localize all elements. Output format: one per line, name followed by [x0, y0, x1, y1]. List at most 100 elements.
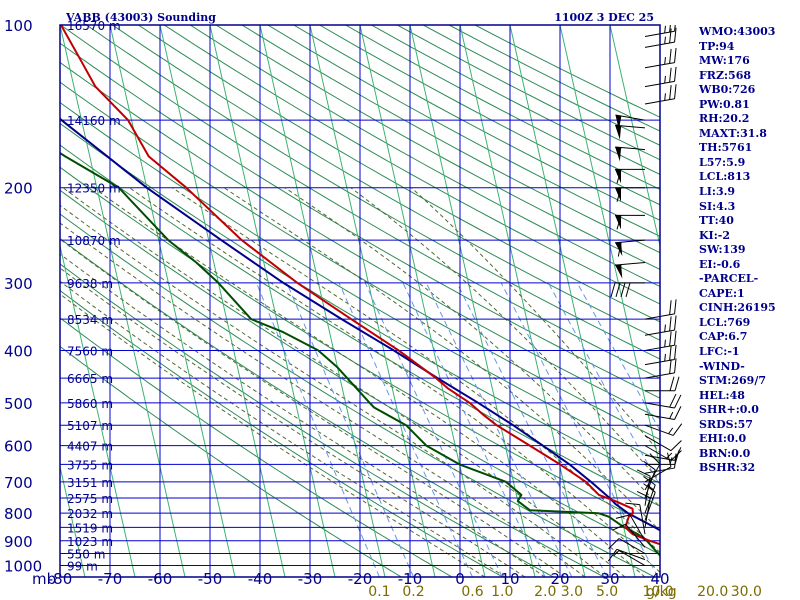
wind-barb [644, 435, 682, 452]
height-label: 2032 m [67, 507, 113, 521]
wind-barb-feather [669, 393, 677, 408]
wind-barb-feather [620, 282, 626, 298]
stat-line: CAP:6.7 [699, 330, 748, 344]
stat-line: EI:-0.6 [699, 257, 741, 271]
wind-barb-feather [625, 502, 640, 506]
wind-barb [607, 548, 646, 562]
mixing-ratio-line [500, 282, 659, 577]
moist-adiabat [60, 280, 506, 577]
wind-barb-staff [615, 124, 646, 129]
stat-line: BRN:0.0 [699, 446, 751, 460]
wind-barb-feather [669, 28, 672, 44]
wind-barb-feather [669, 331, 672, 347]
wind-barb-staff [616, 548, 646, 561]
dry-adiabat [189, 25, 660, 288]
wind-barb-feather [669, 67, 672, 83]
wind-barb-feather [636, 491, 651, 499]
mixing-ratio-line [547, 282, 660, 487]
dry-adiabat [60, 213, 656, 577]
pressure-label: 1000 [4, 558, 42, 576]
height-label: 9638 m [67, 277, 113, 291]
isotherm [0, 25, 35, 577]
wind-barb-feather [674, 406, 682, 420]
moist-adiabat [129, 187, 660, 573]
wind-barb [644, 445, 682, 462]
temperature-tick-label: -50 [198, 570, 223, 588]
mixing-ratio-line [402, 282, 546, 577]
mixing-ratio-label: 5.0 [596, 584, 618, 600]
wind-barb-feather [669, 376, 675, 391]
wind-barb-half-feather [613, 550, 620, 556]
wind-barb-feather [643, 460, 656, 471]
wind-barb-feather [615, 514, 631, 519]
wind-barb [615, 187, 645, 202]
wind-barb-half-feather [664, 339, 666, 348]
dry-adiabat [60, 61, 660, 420]
wind-barb-feather [674, 330, 677, 346]
stat-line: LI:3.9 [699, 185, 736, 199]
dry-adiabat [60, 289, 504, 577]
mixing-ratio-line [456, 282, 608, 577]
wind-barb-feather [669, 85, 672, 100]
mixing-ratio-line [256, 282, 380, 577]
stat-line: CAPE:1 [699, 286, 745, 300]
moist-adiabat [60, 293, 486, 577]
plot-frame [59, 24, 661, 578]
wind-barb-staff [618, 538, 646, 554]
wind-barb-half-feather [618, 125, 622, 133]
isotherm [109, 25, 236, 577]
wind-barb-feather [674, 25, 676, 32]
height-label: 1519 m [67, 521, 113, 535]
stat-line: FRZ:568 [699, 68, 752, 82]
dry-adiabat [60, 122, 660, 484]
height-label: 5107 m [67, 419, 113, 433]
isotherm [60, 25, 186, 577]
stat-line: MAXT:31.8 [699, 126, 767, 140]
temperature-tick-label: -40 [248, 570, 273, 588]
height-label: 6665 m [67, 372, 113, 386]
isotherm [459, 25, 586, 577]
pressure-label: 600 [4, 438, 33, 456]
wind-barb-half-feather [666, 452, 673, 459]
wind-barb-half-feather [664, 353, 666, 362]
wind-barb-feather [612, 523, 626, 531]
wind-barb-feather [636, 469, 651, 477]
moist-adiabat [60, 267, 526, 577]
wind-barb-feather [675, 5, 677, 19]
moist-adiabat [60, 238, 566, 577]
height-label: 14160 m [67, 114, 121, 128]
isotherm [509, 25, 636, 577]
mixing-ratio-label: 10.0 [642, 584, 673, 600]
dry-adiabat [60, 189, 660, 555]
wind-barb [625, 502, 646, 535]
pressure-label: 200 [4, 180, 33, 198]
temperature-tick-label: -30 [298, 570, 323, 588]
stat-line: LFC:-1 [699, 345, 740, 359]
isotherm [60, 464, 86, 577]
wind-barb [615, 214, 645, 230]
wind-barb [645, 376, 680, 392]
mixing-ratio-label: 3.0 [561, 584, 583, 600]
wind-barb-feather [669, 300, 672, 315]
isotherm [359, 25, 486, 577]
pressure-unit-label: mb [32, 570, 56, 588]
height-label: 5860 m [67, 397, 113, 411]
wind-barbs [607, 5, 683, 566]
temperature-tick-label: 0 [455, 570, 465, 588]
isotherm [159, 25, 286, 577]
mixing-ratio-line [286, 282, 414, 577]
isotherm [559, 25, 660, 469]
wind-barb-feather [625, 282, 631, 298]
wind-barb [644, 393, 682, 409]
wind-barb-staff [644, 484, 656, 514]
wind-barb-staff [625, 523, 646, 548]
stat-line: SW:139 [699, 243, 746, 257]
pressure-label: 400 [4, 342, 33, 360]
pressure-label: 300 [4, 275, 33, 293]
height-label: 99 m [67, 560, 98, 574]
temperature-tick-label: -70 [98, 570, 123, 588]
wind-barb-staff [629, 514, 646, 542]
stat-line: SI:4.3 [699, 199, 736, 213]
dry-adiabat [215, 25, 660, 270]
